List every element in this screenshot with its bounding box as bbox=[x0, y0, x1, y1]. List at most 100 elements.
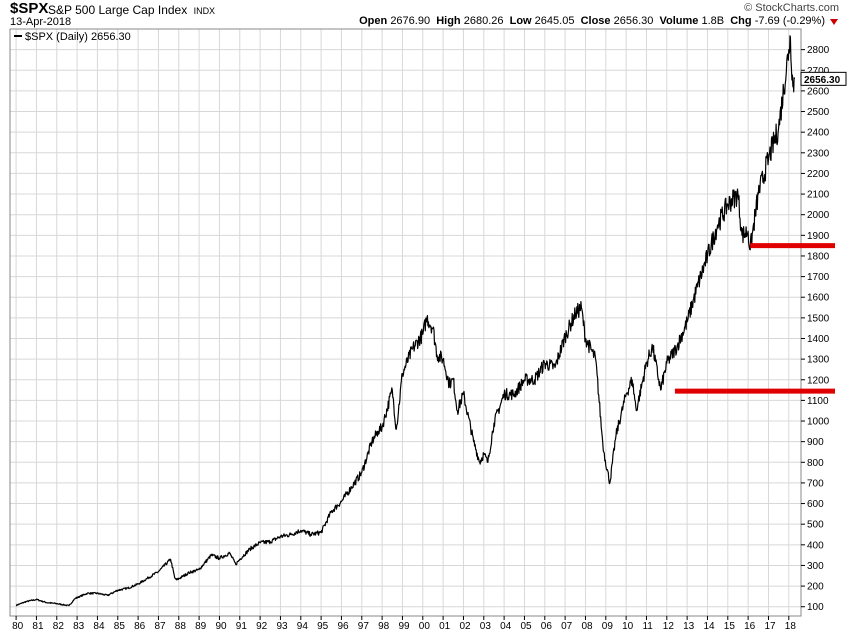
x-tick-label: 88 bbox=[175, 621, 187, 632]
x-tick-label: 81 bbox=[32, 621, 44, 632]
chart-header: $SPX S&P 500 Large Cap Index INDX 13-Apr… bbox=[0, 0, 849, 30]
x-tick-label: 86 bbox=[134, 621, 146, 632]
y-tick-label: 800 bbox=[807, 458, 824, 469]
down-arrow-icon bbox=[830, 19, 838, 25]
x-tick-label: 90 bbox=[215, 621, 227, 632]
x-tick-label: 89 bbox=[195, 621, 207, 632]
x-tick-label: 91 bbox=[236, 621, 248, 632]
y-tick-label: 400 bbox=[807, 540, 824, 551]
x-tick-label: 01 bbox=[439, 621, 451, 632]
support-lines bbox=[674, 243, 835, 394]
low-value: 2645.05 bbox=[534, 15, 575, 27]
x-tick-label: 11 bbox=[642, 621, 653, 632]
x-tick-label: 87 bbox=[154, 621, 166, 632]
x-tick-label: 18 bbox=[785, 621, 797, 632]
y-tick-label: 2700 bbox=[807, 66, 830, 77]
y-tick-label: 1600 bbox=[807, 293, 830, 304]
change-value: -7.69 (-0.29%) bbox=[754, 15, 825, 27]
y-tick-label: 1100 bbox=[807, 396, 829, 407]
y-tick-label: 2500 bbox=[807, 107, 830, 118]
x-tick-label: 10 bbox=[622, 621, 634, 632]
y-tick-label: 1500 bbox=[807, 313, 830, 324]
x-tick-label: 14 bbox=[703, 621, 715, 632]
x-tick-label: 95 bbox=[317, 621, 329, 632]
y-tick-label: 600 bbox=[807, 499, 824, 510]
x-tick-label: 09 bbox=[602, 621, 614, 632]
x-tick-label: 82 bbox=[53, 621, 65, 632]
series-line-spx bbox=[15, 35, 796, 607]
y-tick-label: 900 bbox=[807, 437, 824, 448]
x-tick-label: 07 bbox=[561, 621, 573, 632]
y-tick-label: 300 bbox=[807, 561, 824, 572]
x-tick-label: 94 bbox=[297, 621, 309, 632]
y-tick-label: 100 bbox=[807, 602, 824, 613]
price-axis: 100 200 300 400 500 600 700 800 900 1000 1100 1200 1… bbox=[801, 45, 830, 613]
time-axis: 80 81 82 83 84 85 86 87 88 89 90 91 92 93 94 95 96 97 98 99… bbox=[12, 616, 796, 632]
x-tick-label: 05 bbox=[520, 621, 532, 632]
brand-watermark: © StockCharts.com bbox=[744, 2, 839, 14]
x-tick-label: 00 bbox=[419, 621, 431, 632]
y-tick-label: 1200 bbox=[807, 375, 830, 386]
y-tick-label: 2400 bbox=[807, 128, 830, 139]
last-value-box bbox=[800, 71, 847, 86]
legend: $SPX (Daily) 2656.30 bbox=[14, 31, 131, 43]
x-tick-label: 04 bbox=[500, 621, 512, 632]
x-tick-label: 17 bbox=[764, 621, 776, 632]
y-tick-label: 500 bbox=[807, 520, 824, 531]
x-tick-label: 80 bbox=[12, 621, 24, 632]
last-value-label: 2656.30 bbox=[804, 75, 841, 86]
close-value: 2656.30 bbox=[613, 15, 654, 27]
x-tick-label: 08 bbox=[581, 621, 593, 632]
y-tick-label: 2000 bbox=[807, 210, 830, 221]
close-label: Close bbox=[580, 15, 611, 27]
x-tick-label: 96 bbox=[337, 621, 349, 632]
x-tick-label: 99 bbox=[398, 621, 410, 632]
high-value: 2680.26 bbox=[463, 15, 504, 27]
chart-date: 13-Apr-2018 bbox=[10, 16, 72, 28]
y-tick-label: 1700 bbox=[807, 272, 830, 283]
y-tick-label: 2800 bbox=[807, 45, 830, 56]
y-tick-label: 1900 bbox=[807, 231, 830, 242]
x-tick-label: 98 bbox=[378, 621, 390, 632]
low-label: Low bbox=[509, 15, 532, 27]
exchange-label: INDX bbox=[193, 6, 216, 16]
open-value: 2676.90 bbox=[390, 15, 431, 27]
open-label: Open bbox=[359, 15, 388, 27]
y-tick-label: 700 bbox=[807, 478, 824, 489]
x-tick-label: 03 bbox=[480, 621, 492, 632]
y-tick-label: 2300 bbox=[807, 148, 830, 159]
y-tick-label: 1000 bbox=[807, 417, 830, 428]
plot-border bbox=[9, 28, 802, 617]
x-tick-label: 83 bbox=[73, 621, 85, 632]
last-value-marker: 2656.30 bbox=[800, 71, 847, 86]
x-tick-label: 16 bbox=[744, 621, 756, 632]
x-tick-label: 02 bbox=[459, 621, 471, 632]
volume-label: Volume bbox=[659, 15, 699, 27]
high-label: High bbox=[436, 15, 461, 27]
index-name: S&P 500 Large Cap Index INDX bbox=[48, 3, 215, 17]
quote-summary: Open 2676.90 High 2680.26 Low 2645.05 Cl… bbox=[359, 15, 825, 27]
chart-grid bbox=[10, 29, 801, 616]
x-tick-label: 84 bbox=[93, 621, 105, 632]
x-tick-label: 15 bbox=[724, 621, 736, 632]
x-tick-label: 12 bbox=[663, 621, 675, 632]
index-full-name: S&P 500 Large Cap Index bbox=[48, 3, 188, 17]
x-tick-label: 92 bbox=[256, 621, 268, 632]
y-tick-label: 1300 bbox=[807, 355, 830, 366]
x-tick-label: 93 bbox=[276, 621, 288, 632]
volume-value: 1.8B bbox=[701, 15, 725, 27]
y-tick-label: 2600 bbox=[807, 86, 830, 97]
x-tick-label: 85 bbox=[114, 621, 126, 632]
x-tick-label: 13 bbox=[683, 621, 695, 632]
ticker-symbol: $SPX bbox=[10, 0, 49, 17]
y-tick-label: 2200 bbox=[807, 169, 830, 180]
legend-label: $SPX (Daily) 2656.30 bbox=[25, 31, 131, 43]
y-tick-label: 1400 bbox=[807, 334, 830, 345]
x-tick-label: 97 bbox=[358, 621, 370, 632]
y-tick-label: 1800 bbox=[807, 251, 830, 262]
y-tick-label: 2100 bbox=[807, 190, 830, 201]
x-tick-label: 06 bbox=[541, 621, 553, 632]
y-tick-label: 200 bbox=[807, 582, 824, 593]
change-label: Chg bbox=[730, 15, 752, 27]
